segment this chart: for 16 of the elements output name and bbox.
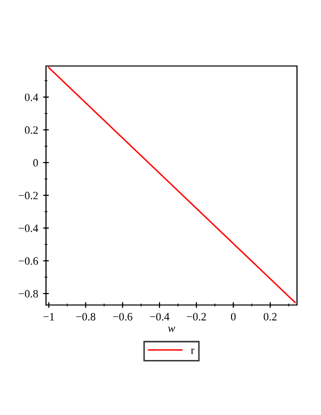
y-tick-label: 0 — [33, 159, 38, 167]
y-tick-label: 0.2 — [24, 126, 38, 134]
x-tick-label: −0.4 — [150, 312, 170, 321]
y-tick-label: −0.6 — [18, 257, 38, 265]
y-tick-label: 0.4 — [24, 94, 38, 102]
legend-label: r — [190, 348, 194, 354]
x-tick-label: −1 — [43, 313, 54, 320]
x-axis-title: w — [168, 326, 176, 332]
x-tick-label: 0.2 — [264, 312, 277, 321]
x-tick-label: −0.2 — [186, 312, 206, 321]
x-tick-label: 0 — [230, 312, 236, 320]
x-tick-label: −0.8 — [76, 312, 96, 321]
x-tick-label: −0.6 — [113, 312, 132, 321]
y-tick-label: −0.2 — [18, 192, 38, 200]
y-tick-label: −0.4 — [18, 224, 38, 232]
y-tick-label: −0.8 — [18, 290, 38, 298]
